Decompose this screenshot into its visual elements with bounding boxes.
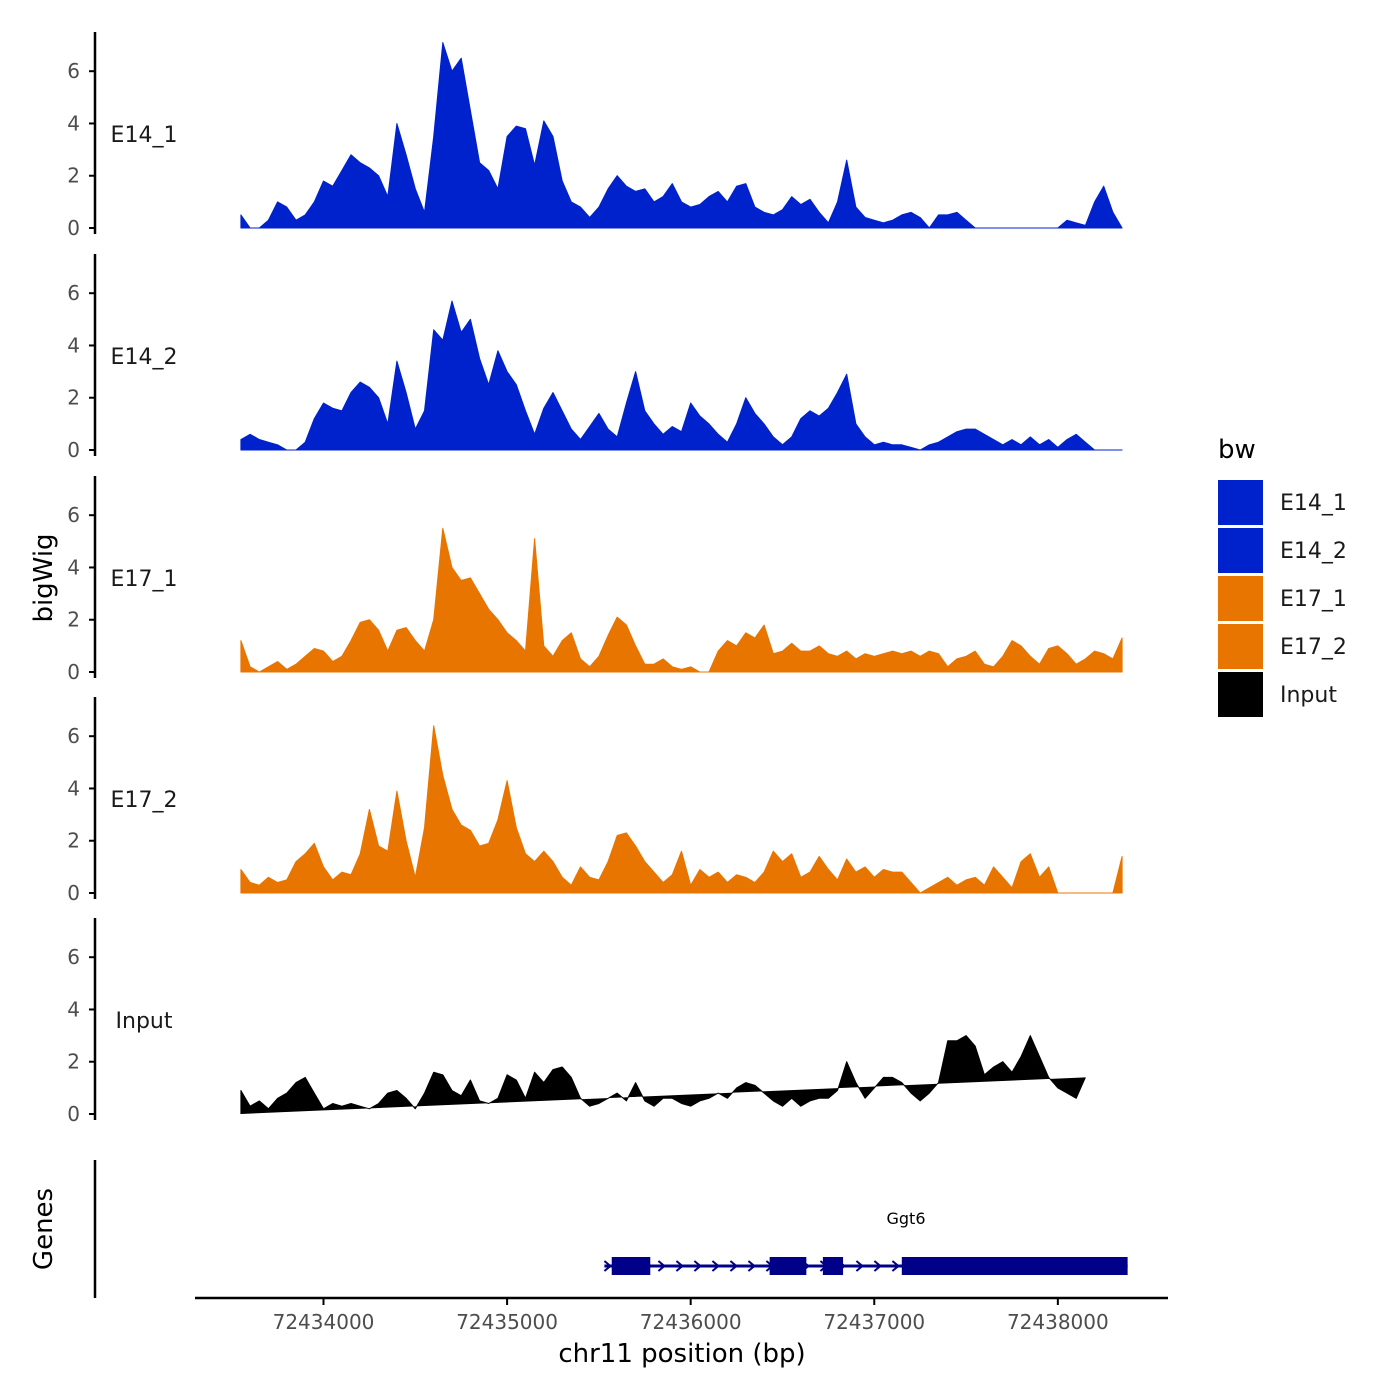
track-label: E14_1 — [111, 123, 178, 148]
signal-area-Input — [240, 1035, 1086, 1114]
y-tick-label: 6 — [67, 724, 80, 748]
x-tick-label: 72438000 — [1007, 1310, 1109, 1334]
legend: bw E14_1 E14_2 E17_1 E17_2 Input — [1218, 435, 1347, 717]
y-tick-label: 2 — [67, 1050, 80, 1074]
y-tick-label: 6 — [67, 281, 80, 305]
strand-arrow — [657, 1260, 666, 1272]
y-tick-label: 4 — [67, 555, 80, 579]
legend-swatch-E17_2 — [1218, 624, 1263, 669]
track-label: E14_2 — [111, 345, 178, 370]
y-tick-label: 0 — [67, 438, 80, 462]
x-tick-label: 72437000 — [823, 1310, 925, 1334]
y-tick-label: 2 — [67, 386, 80, 410]
y-tick-label: 2 — [67, 608, 80, 632]
x-tick-label: 72436000 — [640, 1310, 742, 1334]
gene-model-Ggt6: Ggt6 — [603, 1209, 1128, 1275]
track-label: Input — [116, 1009, 173, 1034]
strand-arrow — [873, 1260, 882, 1272]
legend-label: Input — [1280, 683, 1337, 708]
y-tick-label: 0 — [67, 216, 80, 240]
y-tick-label: 0 — [67, 881, 80, 905]
legend-title: bw — [1218, 435, 1256, 465]
signal-area-E17_1 — [240, 527, 1123, 673]
strand-arrow — [747, 1260, 756, 1272]
y-tick-label: 6 — [67, 945, 80, 969]
strand-arrow — [603, 1260, 612, 1272]
track-panel-E14_2: 0 2 4 6 E14_2 — [67, 254, 1123, 462]
legend-label: E17_1 — [1280, 587, 1347, 612]
gene-exon — [769, 1257, 807, 1275]
legend-label: E17_2 — [1280, 635, 1347, 660]
y-tick-label: 6 — [67, 59, 80, 83]
track-label: E17_2 — [111, 788, 178, 813]
genes-axis-title: Genes — [29, 1188, 59, 1270]
gene-exon — [611, 1257, 651, 1275]
y-tick-label: 2 — [67, 829, 80, 853]
gene-label: Ggt6 — [886, 1209, 925, 1228]
legend-swatch-E17_1 — [1218, 576, 1263, 621]
gene-exon — [901, 1257, 1128, 1275]
legend-swatch-E14_1 — [1218, 480, 1263, 525]
y-tick-label: 4 — [67, 333, 80, 357]
y-tick-label: 0 — [67, 1102, 80, 1126]
legend-label: E14_2 — [1280, 539, 1347, 564]
legend-label: E14_1 — [1280, 491, 1347, 516]
track-label: E17_1 — [111, 567, 178, 592]
y-tick-label: 0 — [67, 660, 80, 684]
gene-track: Ggt6 72434000 72435000 72436000 72437000 7243… — [93, 1160, 1168, 1334]
signal-area-E14_2 — [240, 300, 1123, 451]
x-axis-title: chr11 position (bp) — [558, 1339, 805, 1369]
track-panel-E17_1: 0 2 4 6 E17_1 — [67, 476, 1123, 684]
strand-arrow — [891, 1260, 900, 1272]
x-tick-label: 72434000 — [273, 1310, 375, 1334]
y-tick-label: 4 — [67, 776, 80, 800]
y-tick-label: 4 — [67, 997, 80, 1021]
strand-arrow — [729, 1260, 738, 1272]
legend-swatch-E14_2 — [1218, 528, 1263, 573]
strand-arrow — [693, 1260, 702, 1272]
y-tick-label: 2 — [67, 164, 80, 188]
signal-area-E14_1 — [240, 42, 1123, 229]
y-axis-title: bigWig — [29, 533, 59, 622]
track-panel-Input: 0 2 4 6 Input — [67, 918, 1086, 1126]
x-tick-label: 72435000 — [456, 1310, 558, 1334]
strand-arrow — [675, 1260, 684, 1272]
y-tick-label: 4 — [67, 111, 80, 135]
signal-tracks: 0 2 4 6 E14_1 0 2 4 6 E14_2 0 2 4 6 E17_1 0 2 4 6 E17_2 0 2 4 6… — [67, 32, 1123, 1126]
strand-arrow — [711, 1260, 720, 1272]
track-panel-E17_2: 0 2 4 6 E17_2 — [67, 697, 1123, 905]
strand-arrow — [855, 1260, 864, 1272]
track-panel-E14_1: 0 2 4 6 E14_1 — [67, 32, 1123, 240]
gene-exon — [822, 1257, 844, 1275]
y-tick-label: 6 — [67, 503, 80, 527]
signal-area-E17_2 — [240, 725, 1123, 894]
legend-swatch-Input — [1218, 672, 1263, 717]
